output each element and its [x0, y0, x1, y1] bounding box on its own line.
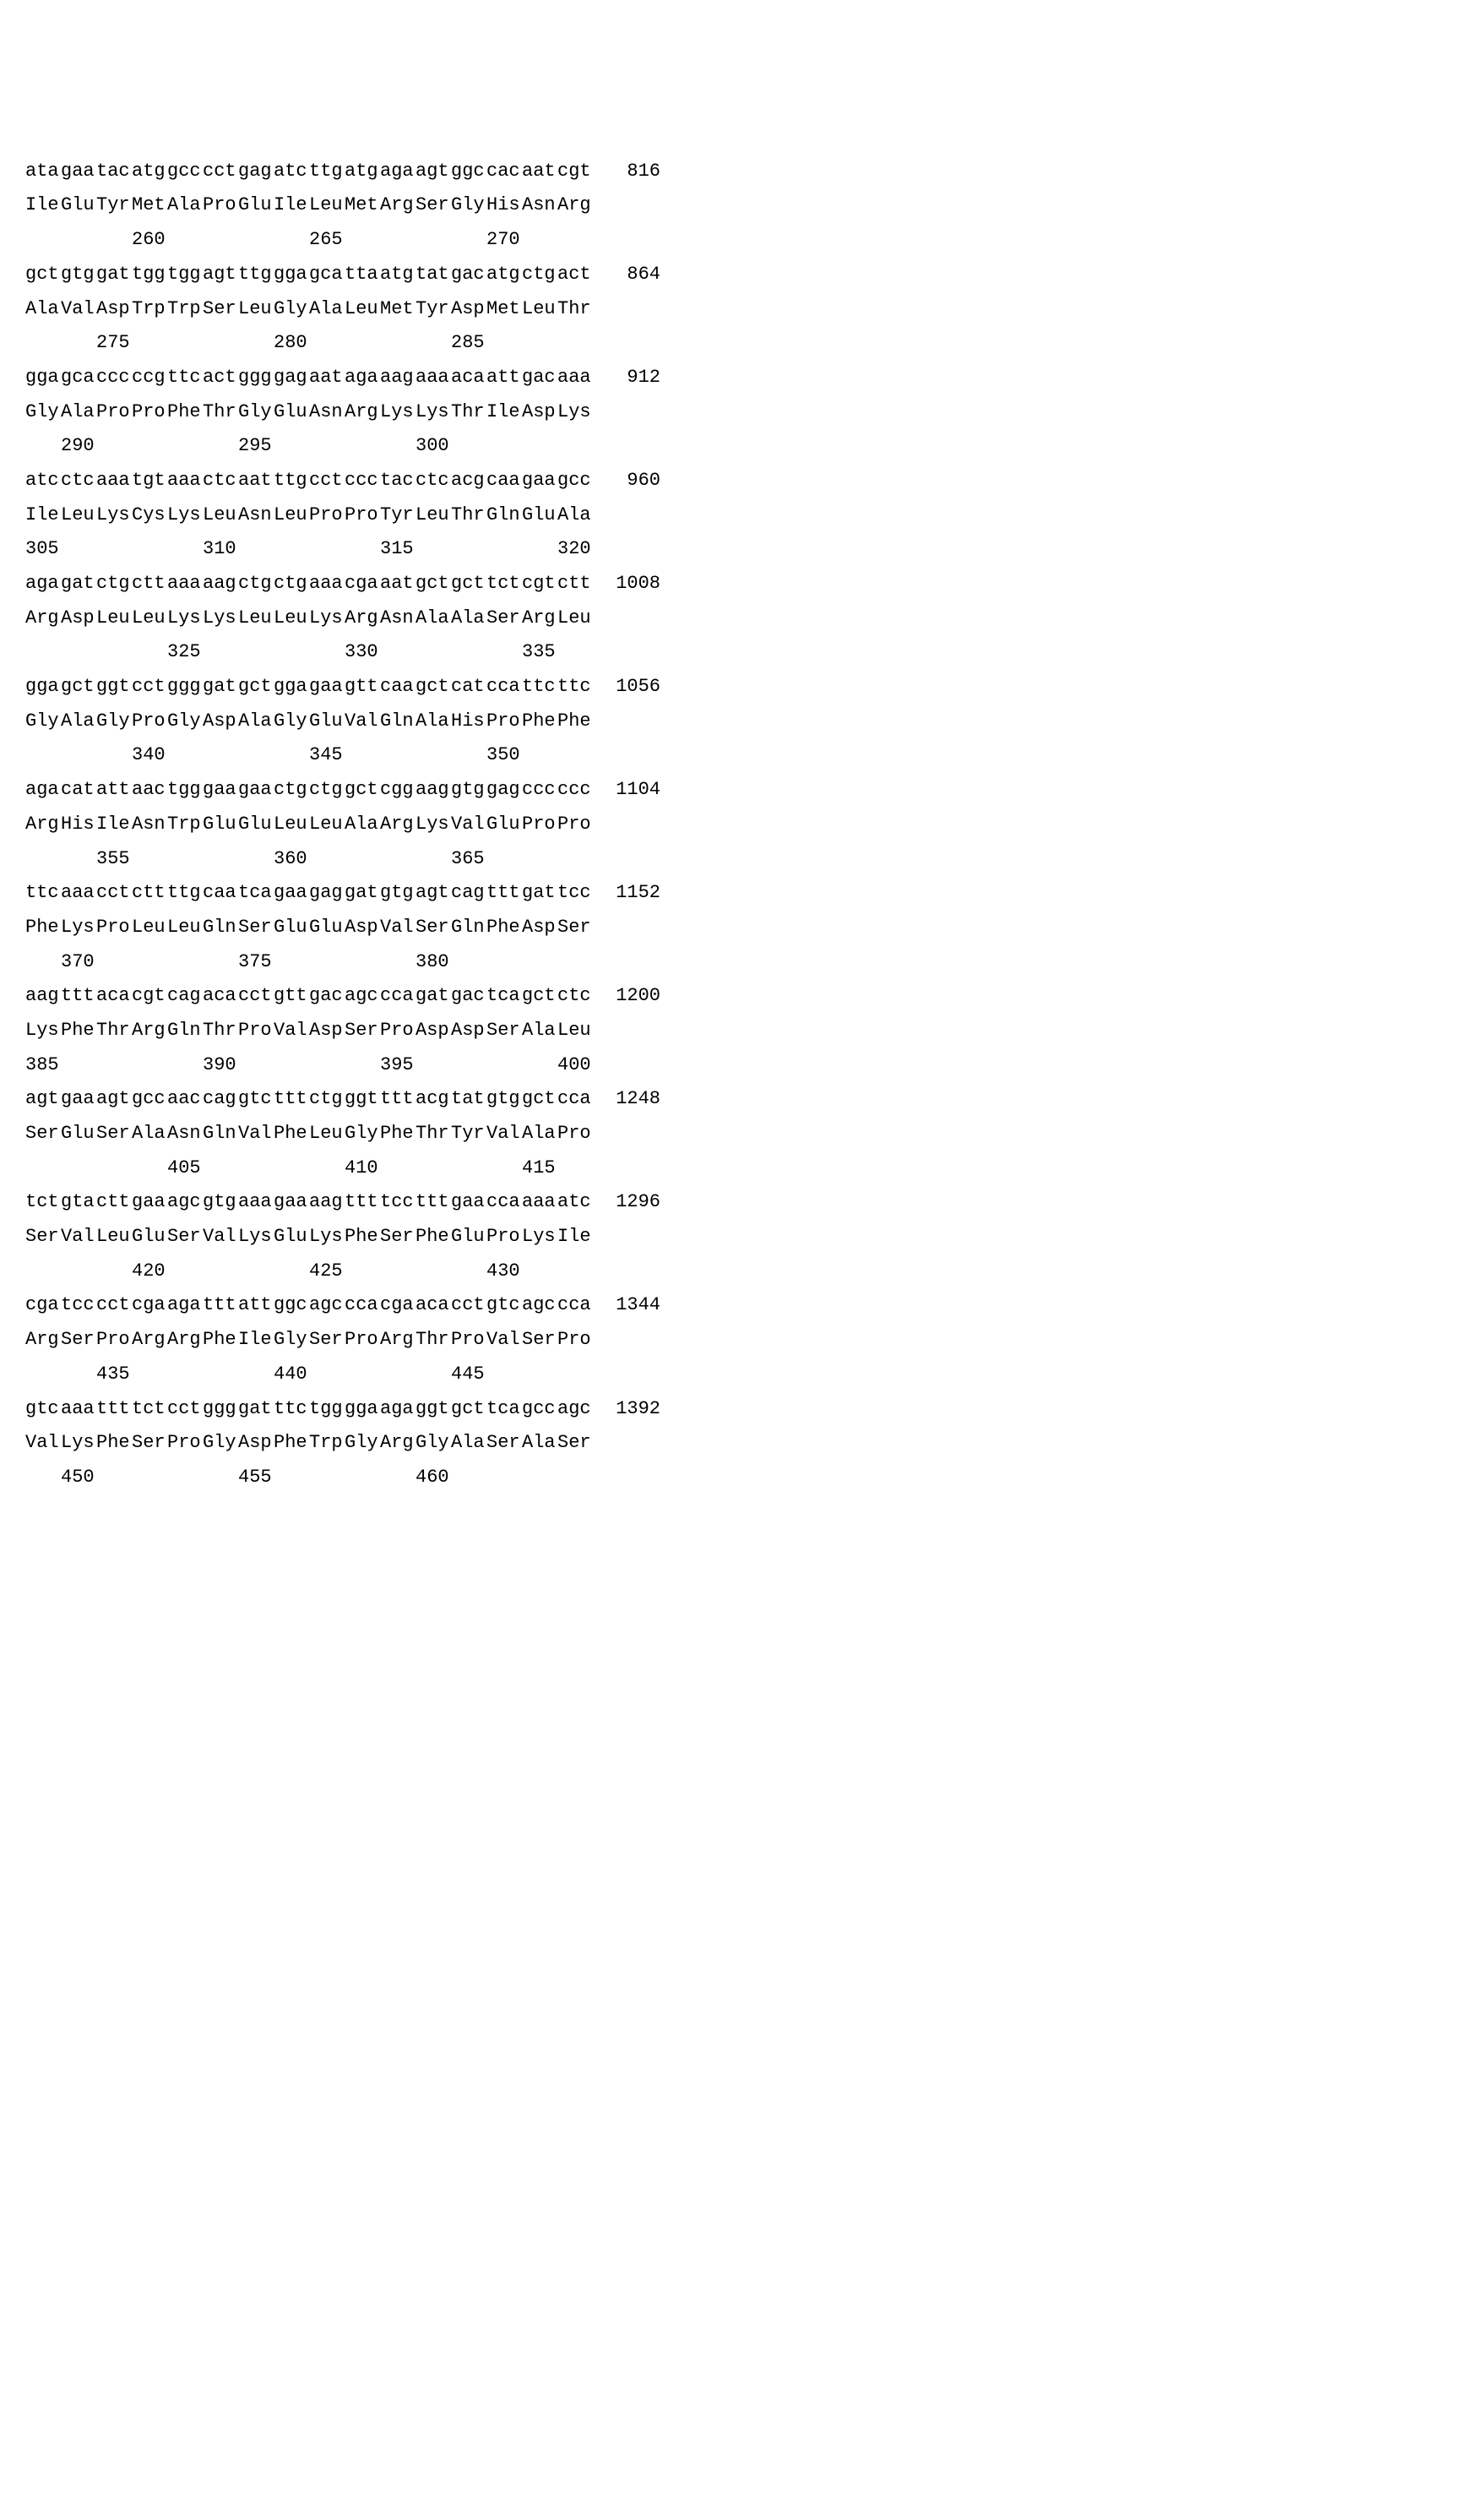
position-number: 1104 — [593, 773, 660, 808]
residue-number: 295 — [238, 429, 274, 464]
residue-number-row: 340 345 350 — [25, 738, 1436, 773]
aa-row: IleLeuLysCysLysLeuAsnLeuProProTyrLeuThrG… — [25, 498, 1436, 533]
residue-number: 450 — [61, 1461, 96, 1495]
residue-number: 415 — [522, 1151, 557, 1186]
residue-number: 440 — [274, 1358, 309, 1392]
position-number: 1296 — [593, 1185, 660, 1220]
residue-number: 385 — [25, 1048, 61, 1083]
position-number: 1056 — [593, 670, 660, 705]
residue-number: 315 — [380, 532, 415, 567]
aa-row: SerGluSerAlaAsnGlnValPheLeuGlyPheThrTyrV… — [25, 1117, 1436, 1151]
position-number: 1392 — [593, 1392, 660, 1427]
residue-number: 325 — [167, 635, 203, 670]
residue-number: 270 — [486, 223, 522, 258]
position-number: 1200 — [593, 979, 660, 1014]
residue-number: 300 — [415, 429, 451, 464]
residue-number-row: 355 360 365 — [25, 842, 1436, 877]
residue-number: 365 — [451, 842, 486, 877]
dna-row: agacatattaactgggaagaactgctggctcggaaggtgg… — [25, 773, 1436, 808]
residue-number-row: 450 455 460 — [25, 1461, 1436, 1495]
dna-row: ttcaaacctcttttgcaatcagaagaggatgtgagtcagt… — [25, 876, 1436, 911]
position-number: 1152 — [593, 876, 660, 911]
aa-row: LysPheThrArgGlnThrProValAspSerProAspAspS… — [25, 1014, 1436, 1048]
aa-row: GlyAlaGlyProGlyAspAlaGlyGluValGlnAlaHisP… — [25, 705, 1436, 739]
residue-number: 405 — [167, 1151, 203, 1186]
residue-number: 375 — [238, 945, 274, 980]
residue-number-row: 370 375 380 — [25, 945, 1436, 980]
residue-number-row: 405 410 415 — [25, 1151, 1436, 1186]
dna-row: cgatcccctcgaagatttattggcagcccacgaacacctg… — [25, 1288, 1436, 1323]
residue-number-row: 420 425 430 — [25, 1255, 1436, 1289]
dna-row: ggagctggtcctggggatgctggagaagttcaagctcatc… — [25, 670, 1436, 705]
residue-number: 345 — [309, 738, 345, 773]
residue-number: 320 — [557, 532, 593, 567]
residue-number: 285 — [451, 326, 486, 361]
aa-row: GlyAlaProProPheThrGlyGluAsnArgLysLysThrI… — [25, 395, 1436, 430]
position-number: 1248 — [593, 1082, 660, 1117]
residue-number-row: 290 295 300 — [25, 429, 1436, 464]
sequence-listing: atagaatacatggcccctgagatcttgatgagaagtggcc… — [25, 155, 1436, 1495]
aa-row: ArgAspLeuLeuLysLysLeuLeuLysArgAsnAlaAlaS… — [25, 601, 1436, 636]
residue-number: 340 — [132, 738, 167, 773]
dna-row: atcctcaaatgtaaactcaatttgcctccctacctcacgc… — [25, 464, 1436, 498]
residue-number: 395 — [380, 1048, 415, 1083]
residue-number: 455 — [238, 1461, 274, 1495]
aa-row: IleGluTyrMetAlaProGluIleLeuMetArgSerGlyH… — [25, 188, 1436, 223]
residue-number: 355 — [96, 842, 132, 877]
residue-number: 290 — [61, 429, 96, 464]
residue-number: 430 — [486, 1255, 522, 1289]
aa-row: AlaValAspTrpTrpSerLeuGlyAlaLeuMetTyrAspM… — [25, 292, 1436, 327]
residue-number: 400 — [557, 1048, 593, 1083]
residue-number-row: 275 280 285 — [25, 326, 1436, 361]
residue-number: 435 — [96, 1358, 132, 1392]
residue-number-row: 260 265 270 — [25, 223, 1436, 258]
residue-number: 280 — [274, 326, 309, 361]
position-number: 912 — [593, 361, 660, 395]
aa-row: ArgHisIleAsnTrpGluGluLeuLeuAlaArgLysValG… — [25, 808, 1436, 842]
residue-number: 460 — [415, 1461, 451, 1495]
residue-number-row: 305 310 315 320 — [25, 532, 1436, 567]
residue-number: 335 — [522, 635, 557, 670]
dna-row: atagaatacatggcccctgagatcttgatgagaagtggcc… — [25, 155, 1436, 189]
residue-number-row: 435 440 445 — [25, 1358, 1436, 1392]
position-number: 1344 — [593, 1288, 660, 1323]
residue-number: 260 — [132, 223, 167, 258]
dna-row: tctgtacttgaaagcgtgaaagaaaagttttcctttgaac… — [25, 1185, 1436, 1220]
position-number: 864 — [593, 258, 660, 292]
residue-number: 390 — [203, 1048, 238, 1083]
residue-number: 370 — [61, 945, 96, 980]
residue-number: 310 — [203, 532, 238, 567]
dna-row: gtcaaattttctcctggggatttctggggaagaggtgctt… — [25, 1392, 1436, 1427]
residue-number-row: 325 330 335 — [25, 635, 1436, 670]
dna-row: agtgaaagtgccaaccaggtctttctgggttttacgtatg… — [25, 1082, 1436, 1117]
position-number: 1008 — [593, 567, 660, 601]
dna-row: ggagcacccccgttcactggggagaatagaaagaaaacaa… — [25, 361, 1436, 395]
residue-number: 420 — [132, 1255, 167, 1289]
residue-number: 360 — [274, 842, 309, 877]
residue-number: 350 — [486, 738, 522, 773]
aa-row: ValLysPheSerProGlyAspPheTrpGlyArgGlyAlaS… — [25, 1426, 1436, 1461]
residue-number-row: 385 390 395 400 — [25, 1048, 1436, 1083]
aa-row: SerValLeuGluSerValLysGluLysPheSerPheGluP… — [25, 1220, 1436, 1255]
position-number: 816 — [593, 155, 660, 189]
residue-number: 330 — [345, 635, 380, 670]
residue-number: 275 — [96, 326, 132, 361]
residue-number: 410 — [345, 1151, 380, 1186]
aa-row: ArgSerProArgArgPheIleGlySerProArgThrProV… — [25, 1323, 1436, 1358]
dna-row: aagtttacacgtcagacacctgttgacagcccagatgact… — [25, 979, 1436, 1014]
dna-row: agagatctgcttaaaaagctgctgaaacgaaatgctgctt… — [25, 567, 1436, 601]
residue-number: 265 — [309, 223, 345, 258]
dna-row: gctgtggattggtggagtttgggagcattaatgtatgaca… — [25, 258, 1436, 292]
residue-number: 305 — [25, 532, 61, 567]
residue-number: 445 — [451, 1358, 486, 1392]
residue-number: 425 — [309, 1255, 345, 1289]
position-number: 960 — [593, 464, 660, 498]
aa-row: PheLysProLeuLeuGlnSerGluGluAspValSerGlnP… — [25, 911, 1436, 945]
residue-number: 380 — [415, 945, 451, 980]
